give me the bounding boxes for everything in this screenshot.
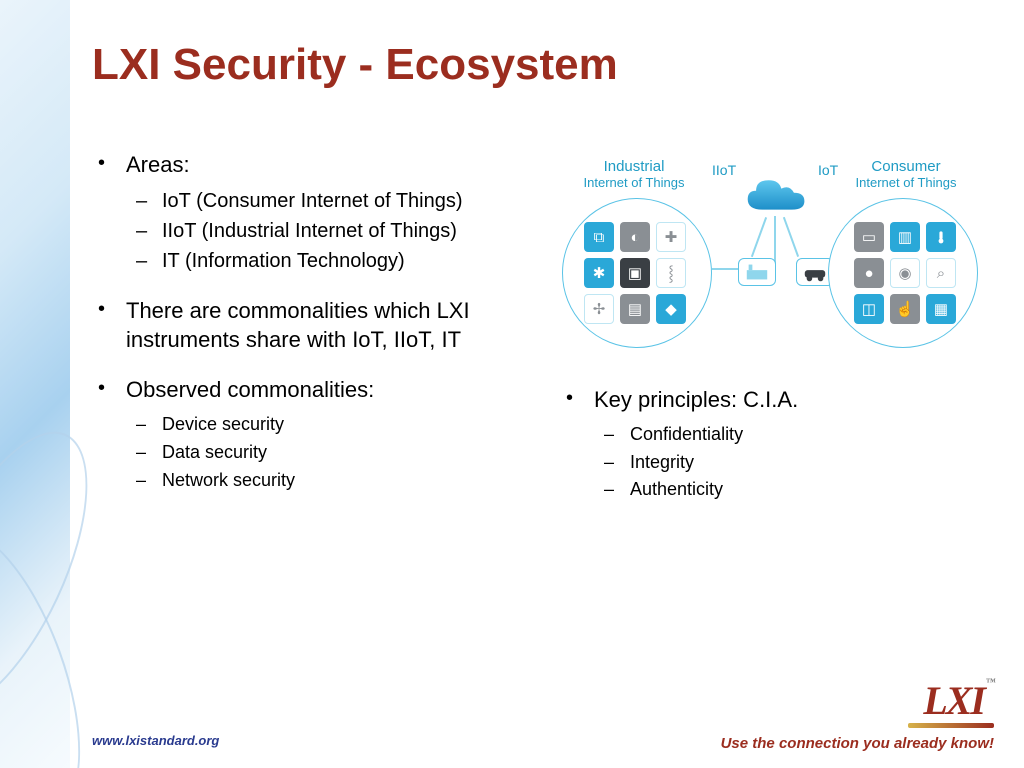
sub-item: Confidentiality [560,421,960,449]
bullet-list-left: Areas: IoT (Consumer Internet of Things)… [92,150,532,494]
footer-url: www.lxistandard.org [92,733,219,748]
grid-icon: ▦ [926,294,956,324]
logo-underline [908,723,994,728]
diagram-label-iot: IoT [818,162,838,178]
slide-title: LXI Security - Ecosystem [92,40,618,90]
bullet-text: Key principles: C.I.A. [560,385,960,415]
grid-icon: ⸾ [656,258,686,288]
grid-icon: ◐ [620,222,650,252]
diagram-label-iiot: IIoT [712,162,736,178]
factory-icon [738,258,776,286]
bullet-item: There are commonalities which LXI instru… [92,296,532,355]
connector-line [783,217,799,257]
sub-item: Network security [92,467,532,495]
bullet-item: Observed commonalities: Device security … [92,375,532,494]
grid-icon: ▭ [854,222,884,252]
grid-icon: ✚ [656,222,686,252]
grid-icon: ▥ [890,222,920,252]
grid-icon: ⌕ [926,258,956,288]
sub-item: IT (Information Technology) [92,246,532,276]
diagram-label-consumer: Consumer Internet of Things [846,158,966,190]
grid-icon: ⧉ [584,222,614,252]
grid-icon [926,222,956,252]
right-content: Key principles: C.I.A. Confidentiality I… [560,385,960,524]
sub-item: Integrity [560,449,960,477]
bullet-text: Observed commonalities: [92,375,532,405]
sub-list: IoT (Consumer Internet of Things) IIoT (… [92,186,532,276]
left-content: Areas: IoT (Consumer Internet of Things)… [92,150,532,514]
slide: LXI Security - Ecosystem Areas: IoT (Con… [0,0,1024,768]
sub-item: Data security [92,439,532,467]
bullet-text: There are commonalities which LXI instru… [92,296,532,355]
iot-diagram: Industrial Internet of Things Consumer I… [560,158,980,358]
grid-icon: ◆ [656,294,686,324]
sub-list: Confidentiality Integrity Authenticity [560,421,960,505]
connector-line [712,268,740,270]
bullet-list-right: Key principles: C.I.A. Confidentiality I… [560,385,960,504]
industrial-icon-grid: ⧉◐✚ ✱▣⸾ ✢▤◆ [584,222,686,324]
bullet-text: Areas: [92,150,532,180]
grid-icon: ☝ [890,294,920,324]
bullet-item: Key principles: C.I.A. Confidentiality I… [560,385,960,504]
sub-item: IIoT (Industrial Internet of Things) [92,216,532,246]
grid-icon: ◫ [854,294,884,324]
lxi-logo: LXI™ [923,677,994,724]
sub-item: Authenticity [560,476,960,504]
grid-icon: ▤ [620,294,650,324]
connector-line [751,217,767,257]
sub-list: Device security Data security Network se… [92,411,532,495]
grid-icon: ● [854,258,884,288]
grid-icon: ▣ [620,258,650,288]
grid-icon: ✱ [584,258,614,288]
decorative-ribbon [0,0,70,768]
grid-icon: ✢ [584,294,614,324]
footer-tagline: Use the connection you already know! [721,735,994,752]
consumer-icon-grid: ▭▥●◉⌕ ◫☝▦ [854,222,956,324]
sub-item: IoT (Consumer Internet of Things) [92,186,532,216]
cloud-icon [740,176,810,218]
sub-item: Device security [92,411,532,439]
bullet-item: Areas: IoT (Consumer Internet of Things)… [92,150,532,276]
diagram-label-industrial: Industrial Internet of Things [574,158,694,190]
grid-icon: ◉ [890,258,920,288]
